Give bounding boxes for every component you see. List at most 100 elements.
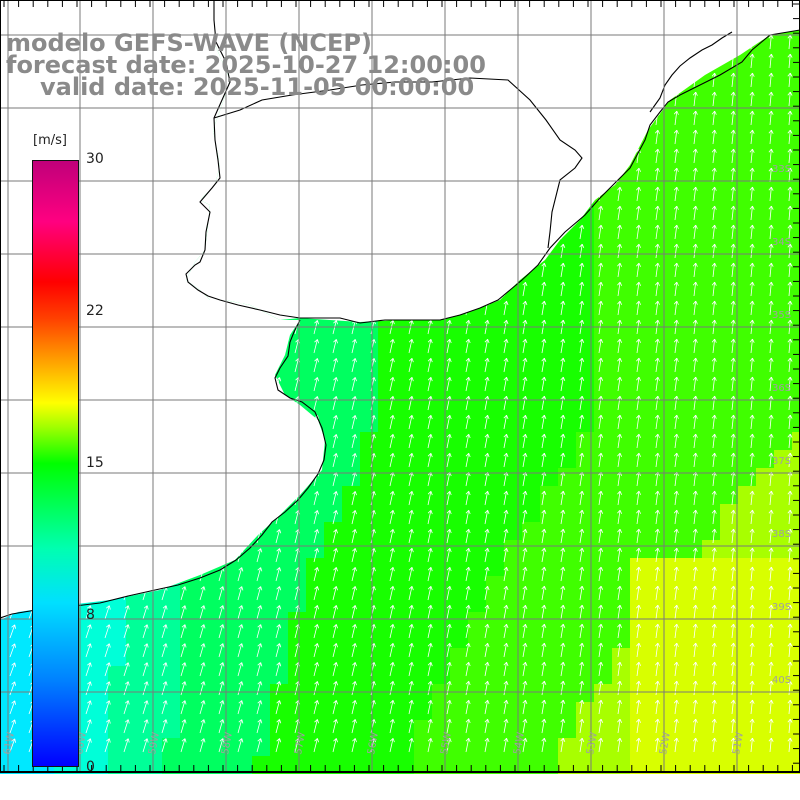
wind-speed-cell <box>486 576 504 594</box>
wind-arrow <box>749 72 755 88</box>
wind-speed-cell <box>792 414 800 432</box>
wind-speed-cell <box>0 684 18 702</box>
wind-speed-cell <box>504 450 522 468</box>
wind-speed-cell <box>162 684 180 702</box>
wind-arrow-head <box>638 262 641 267</box>
wind-speed-cell <box>180 702 198 720</box>
wind-speed-cell <box>792 144 800 162</box>
wind-speed-cell <box>0 630 18 648</box>
wind-speed-cell <box>450 558 468 576</box>
wind-arrow-head <box>503 338 507 343</box>
wind-speed-cell <box>738 432 756 450</box>
wind-arrow <box>692 91 698 107</box>
wind-speed-cell <box>270 630 288 648</box>
wind-arrow-shaft <box>712 168 716 183</box>
wind-arrow-head <box>711 110 715 115</box>
wind-speed-cell <box>612 378 630 396</box>
wind-speed-cell <box>450 576 468 594</box>
wind-arrow <box>673 186 679 202</box>
wind-arrow-head <box>749 224 753 229</box>
wind-speed-cell <box>558 432 576 450</box>
wind-speed-cell <box>324 558 342 576</box>
wind-speed-cell <box>648 252 666 270</box>
wind-speed-cell <box>666 198 684 216</box>
wind-speed-cell <box>702 414 720 432</box>
wind-speed-cell <box>306 684 324 702</box>
wind-arrow <box>768 34 774 50</box>
wind-speed-cell <box>792 36 800 54</box>
wind-arrow-head <box>598 281 602 286</box>
wind-arrow-shaft <box>693 263 697 278</box>
wind-speed-cell <box>126 648 144 666</box>
wind-arrow-shaft <box>617 339 621 354</box>
wind-arrow-shaft <box>788 54 791 69</box>
wind-speed-cell <box>738 666 756 684</box>
wind-speed-cell <box>540 522 558 540</box>
wind-arrow <box>768 53 774 69</box>
wind-arrow-shaft <box>693 225 697 240</box>
wind-arrow <box>711 167 717 183</box>
wind-speed-cell <box>720 396 738 414</box>
wind-arrow-head <box>522 300 526 305</box>
wind-arrow-shaft <box>598 282 602 297</box>
wind-speed-cell <box>414 738 432 756</box>
wind-arrow-head <box>676 110 679 115</box>
wind-speed-cell <box>648 324 666 342</box>
wind-arrow-shaft <box>674 225 678 240</box>
wind-arrow <box>541 338 547 354</box>
wind-arrow-head <box>619 243 623 248</box>
wind-speed-cell <box>0 666 18 684</box>
wind-arrow-shaft <box>674 206 678 221</box>
wind-arrow <box>617 205 623 221</box>
wind-arrow-shaft <box>522 301 526 316</box>
wind-speed-cell <box>360 522 378 540</box>
wind-speed-cell <box>774 108 792 126</box>
wind-speed-cell <box>396 684 414 702</box>
wind-speed-cell <box>738 342 756 360</box>
wind-speed-cell <box>666 162 684 180</box>
wind-speed-cell <box>558 648 576 666</box>
wind-speed-cell <box>360 324 378 342</box>
wind-arrow-head <box>695 148 698 153</box>
wind-speed-cell <box>792 756 800 774</box>
wind-speed-cell <box>648 576 666 594</box>
wind-speed-cell <box>108 666 126 684</box>
wind-arrow <box>654 186 660 202</box>
wind-speed-cell <box>774 162 792 180</box>
wind-speed-cell <box>576 522 594 540</box>
wind-arrow-head <box>749 129 753 134</box>
wind-arrow-shaft <box>617 282 621 297</box>
wind-arrow-head <box>598 338 602 343</box>
wind-speed-cell <box>756 756 774 774</box>
wind-speed-cell <box>18 630 36 648</box>
wind-speed-cell <box>180 666 198 684</box>
wind-arrow-head <box>695 300 698 305</box>
wind-arrow-shaft <box>788 35 791 50</box>
wind-speed-cell <box>432 486 450 504</box>
wind-arrow-head <box>562 320 566 325</box>
wind-speed-cell <box>432 414 450 432</box>
wind-speed-cell <box>504 630 522 648</box>
wind-arrow-head <box>692 262 697 267</box>
wind-arrow <box>711 262 717 278</box>
wind-speed-cell <box>594 396 612 414</box>
wind-speed-cell <box>720 432 738 450</box>
wind-speed-cell <box>504 396 522 414</box>
wind-arrow <box>692 281 698 297</box>
wind-arrow-shaft <box>693 301 697 316</box>
wind-speed-cell <box>684 126 702 144</box>
wind-arrow-head <box>730 205 734 210</box>
wind-arrow <box>711 91 717 107</box>
wind-speed-cell <box>216 648 234 666</box>
wind-speed-cell <box>360 594 378 612</box>
wind-speed-cell <box>630 252 648 270</box>
wind-arrow-head <box>522 319 526 324</box>
wind-speed-cell <box>342 756 360 774</box>
wind-arrow-head <box>768 110 772 115</box>
wind-arrow-head <box>771 53 774 58</box>
wind-speed-cell <box>612 486 630 504</box>
wind-speed-cell <box>468 594 486 612</box>
wind-arrow-shaft <box>788 206 791 221</box>
wind-arrow-shaft <box>750 282 753 297</box>
wind-arrow <box>730 167 736 183</box>
